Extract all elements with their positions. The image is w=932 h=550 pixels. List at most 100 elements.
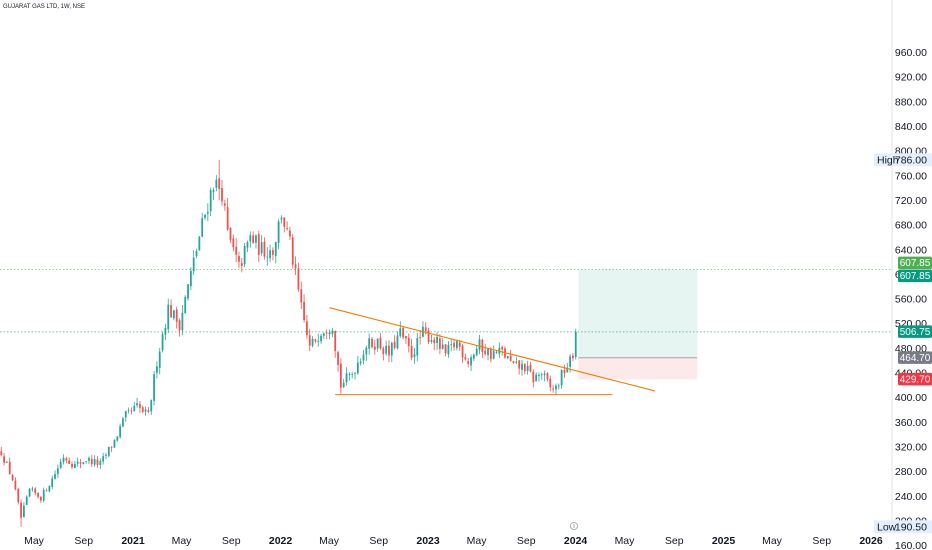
price-axis[interactable]: 960.00920.00880.00840.00800.00760.00720.… xyxy=(874,47,932,550)
candle-body-106 xyxy=(300,289,303,303)
candle-body-192 xyxy=(543,373,546,376)
time-tick-label-15: May xyxy=(762,535,783,547)
candle-body-167 xyxy=(472,354,475,359)
candle-body-188 xyxy=(532,371,535,383)
time-tick-label-9: May xyxy=(467,535,488,547)
candle-body-57 xyxy=(161,334,164,351)
candle-body-50 xyxy=(141,407,144,412)
candle-body-21 xyxy=(59,461,62,468)
candle-body-12 xyxy=(34,488,37,494)
candle-body-96 xyxy=(272,250,274,255)
candle-body-136 xyxy=(385,345,388,354)
time-tick-label-14: 2025 xyxy=(712,535,736,547)
candle-body-86 xyxy=(243,245,246,265)
price-tag-0 xyxy=(898,256,932,270)
candle-body-59 xyxy=(167,304,170,330)
candle-body-128 xyxy=(362,354,365,361)
candle-body-55 xyxy=(156,366,158,373)
candle-body-196 xyxy=(555,385,557,390)
candle-body-77 xyxy=(218,178,221,190)
candle-body-24 xyxy=(68,460,71,464)
candle-body-112 xyxy=(317,341,320,342)
candle-body-115 xyxy=(325,332,328,334)
price-tick-label-15: 360.00 xyxy=(895,417,927,429)
candle-body-118 xyxy=(334,331,337,352)
candle-body-177 xyxy=(501,346,504,350)
price-tick-label-17: 280.00 xyxy=(895,466,927,478)
price-tick-label-18: 240.00 xyxy=(895,491,927,503)
candle-body-74 xyxy=(209,189,212,212)
candle-body-22 xyxy=(62,457,65,462)
candle-body-81 xyxy=(229,227,232,240)
target-zone[interactable] xyxy=(578,269,698,358)
candle-body-25 xyxy=(71,464,73,468)
candle-body-119 xyxy=(337,352,339,365)
candle-body-162 xyxy=(458,342,461,347)
candle-body-130 xyxy=(368,338,371,349)
time-axis[interactable]: May Sep 2021 May Sep 2022 May Sep 2023 May Sep 2024… xyxy=(24,535,883,547)
candle-body-56 xyxy=(158,351,161,368)
candle-body-82 xyxy=(232,238,235,248)
candle-body-133 xyxy=(376,338,379,349)
time-tick-label-11: 2024 xyxy=(564,535,588,547)
candle-body-75 xyxy=(212,190,215,193)
candle-body-45 xyxy=(127,409,130,411)
candle-body-68 xyxy=(192,257,195,272)
candle-body-53 xyxy=(150,399,153,412)
candle-body-140 xyxy=(396,335,399,349)
candle-body-85 xyxy=(240,263,243,267)
candle-body-8 xyxy=(23,505,25,518)
marker-low-value: 190.50 xyxy=(895,521,927,533)
candle-body-73 xyxy=(206,211,209,214)
candle-body-135 xyxy=(382,348,385,354)
candle-body-27 xyxy=(76,461,79,464)
time-tick-label-2: 2021 xyxy=(121,535,145,547)
chart-pane[interactable] xyxy=(0,159,892,527)
candle-body-170 xyxy=(481,339,484,352)
candle-body-32 xyxy=(90,458,93,465)
price-tick-label-3: 840.00 xyxy=(895,121,927,133)
candle-body-132 xyxy=(373,346,376,350)
candle-body-65 xyxy=(184,296,187,314)
candle-body-18 xyxy=(51,478,54,487)
candle-body-87 xyxy=(246,242,249,248)
candle-body-20 xyxy=(56,468,59,474)
candle-body-169 xyxy=(478,339,481,350)
candle-body-180 xyxy=(509,355,512,361)
time-tick-label-8: 2023 xyxy=(416,535,440,547)
time-tick-label-13: Sep xyxy=(665,535,684,547)
marker-low-box xyxy=(874,520,932,534)
candle-body-90 xyxy=(255,235,257,243)
price-tag-label-1: 607.85 xyxy=(900,271,931,282)
time-tick-label-5: 2022 xyxy=(269,535,293,547)
candle-body-79 xyxy=(223,203,226,206)
candle-body-189 xyxy=(535,374,538,382)
candle-body-185 xyxy=(523,363,526,372)
candle-body-123 xyxy=(348,374,351,376)
candle-body-9 xyxy=(25,496,28,505)
candle-body-72 xyxy=(204,214,206,218)
candle-body-71 xyxy=(201,218,204,237)
candle-body-46 xyxy=(130,410,133,412)
price-tick-label-16: 320.00 xyxy=(895,442,927,454)
candle-body-184 xyxy=(521,363,523,370)
stop-zone[interactable] xyxy=(578,357,698,380)
candle-body-99 xyxy=(280,217,283,220)
symbol-header: GUJARAT GAS LTD, 1W, NSE xyxy=(3,4,85,10)
price-tick-label-5: 760.00 xyxy=(895,170,927,182)
candle-body-11 xyxy=(31,488,34,490)
trendline-descending-resistance[interactable] xyxy=(329,307,655,392)
candle-body-172 xyxy=(487,348,489,356)
price-tag-3 xyxy=(898,351,932,364)
candle-body-175 xyxy=(495,352,498,354)
candle-body-138 xyxy=(390,342,393,356)
price-tick-label-10: 560.00 xyxy=(895,294,927,306)
candle-body-40 xyxy=(113,439,116,448)
candle-body-35 xyxy=(99,461,102,465)
candle-body-69 xyxy=(195,251,198,257)
scroll-to-latest-icon[interactable] xyxy=(570,522,578,530)
price-tag-label-3: 464.70 xyxy=(900,353,931,364)
candle-body-15 xyxy=(42,489,45,501)
time-tick-label-0: May xyxy=(24,535,45,547)
